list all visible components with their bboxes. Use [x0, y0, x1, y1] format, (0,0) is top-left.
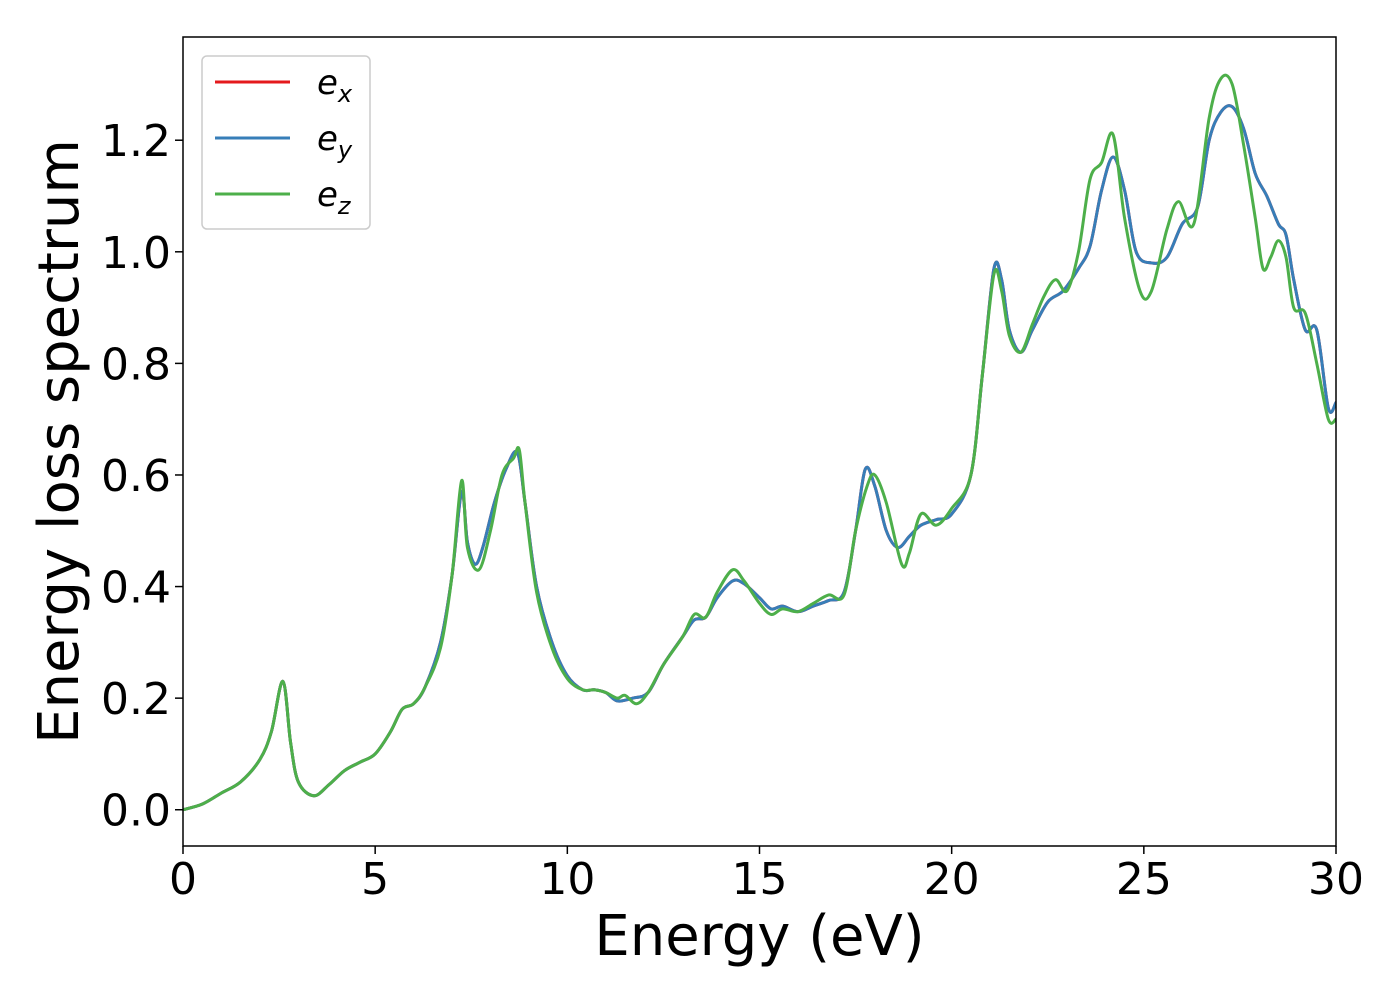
y-tick-label: 0.4	[101, 563, 171, 614]
series-layer	[183, 73, 1336, 812]
y-tick-label: 1.2	[101, 116, 171, 167]
legend-label-e-z: ez	[317, 175, 352, 220]
x-axis-ticks: 0 5 10 15 20 25 30	[169, 846, 1364, 905]
y-axis-ticks: 0.0 0.2 0.4 0.6 0.8 1.0 1.2	[101, 116, 183, 837]
y-tick-label: 0.8	[101, 339, 171, 390]
x-axis-label: Energy (eV)	[594, 904, 924, 969]
x-tick-label: 0	[169, 854, 197, 905]
x-tick-label: 5	[361, 854, 389, 905]
x-tick-label: 25	[1116, 854, 1172, 905]
y-tick-label: 0.0	[101, 786, 171, 837]
y-tick-label: 1.0	[101, 228, 171, 279]
x-tick-label: 20	[924, 854, 980, 905]
y-axis-label: Energy loss spectrum	[27, 139, 92, 744]
x-tick-label: 15	[732, 854, 788, 905]
series-line-e-z	[183, 73, 1336, 812]
y-tick-label: 0.6	[101, 451, 171, 502]
y-tick-label: 0.2	[101, 674, 171, 725]
x-tick-label: 10	[539, 854, 595, 905]
x-tick-label: 30	[1308, 854, 1364, 905]
legend-box	[201, 55, 371, 230]
